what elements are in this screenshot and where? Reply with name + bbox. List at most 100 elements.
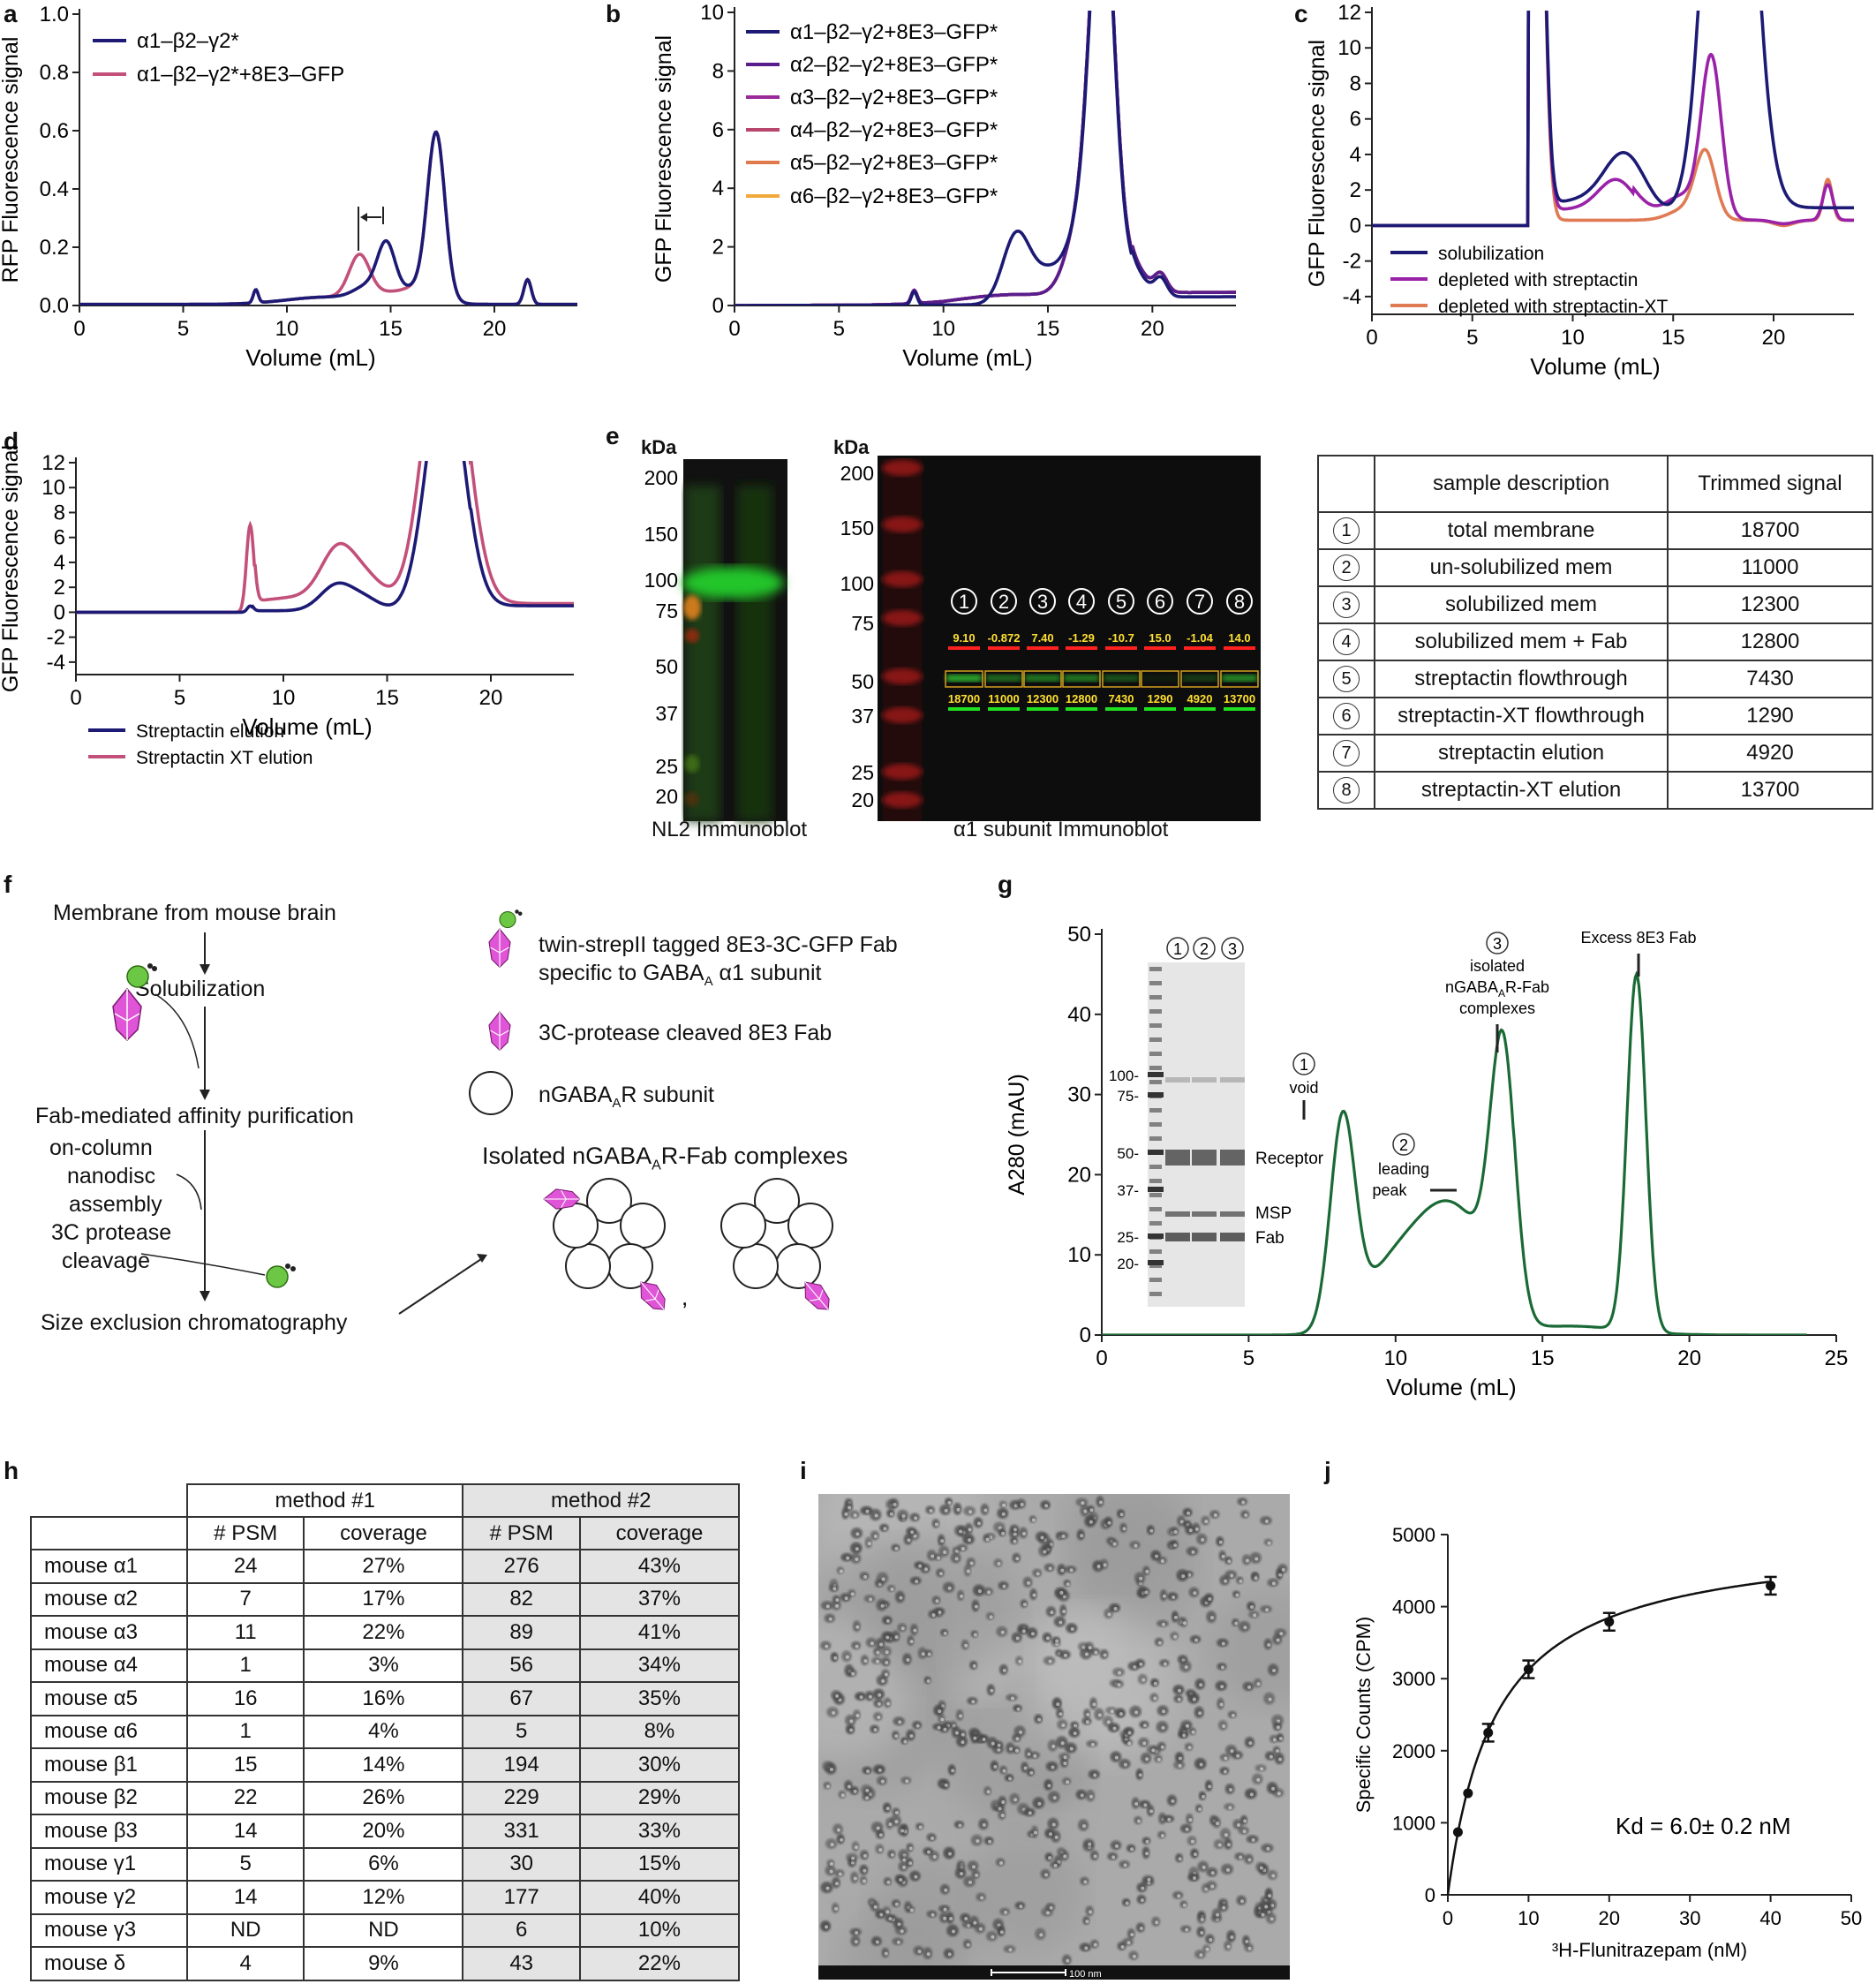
- marker-band: [1148, 1233, 1164, 1239]
- table-cell: 4920: [1667, 734, 1873, 773]
- em-particle-center: [1048, 1566, 1052, 1571]
- em-particle-center: [1201, 1538, 1205, 1543]
- em-particle-center: [853, 1789, 857, 1793]
- strep-tag: [515, 909, 519, 914]
- table-row: mouse β2 22 26% 229 29%: [30, 1780, 741, 1815]
- em-particle-center: [1163, 1662, 1167, 1666]
- x-tick-label: 20: [1141, 317, 1164, 341]
- y-tick-label: 6: [712, 118, 724, 142]
- em-particle-center: [1001, 1512, 1006, 1516]
- em-particle-center: [908, 1846, 913, 1851]
- shift-arrowhead: [360, 213, 367, 222]
- em-particle-center: [1134, 1802, 1139, 1807]
- table-row: mouse γ2 14 12% 177 40%: [30, 1880, 741, 1915]
- table-cell: 43%: [578, 1549, 741, 1584]
- em-particle-center: [898, 1720, 902, 1724]
- em-particle-center: [1185, 1724, 1189, 1728]
- em-particle-center: [878, 1768, 882, 1772]
- em-particle-center: [973, 1920, 977, 1925]
- roi-box: [1180, 670, 1219, 688]
- em-particle-center: [855, 1714, 860, 1718]
- em-particle-center: [1181, 1574, 1186, 1579]
- em-particle-center: [1089, 1508, 1094, 1513]
- roi-box: [1220, 670, 1259, 688]
- em-particle-center: [885, 1807, 890, 1811]
- em-particle-center: [885, 1910, 890, 1914]
- minor-band: [1165, 1077, 1190, 1083]
- legend-label: depleted with streptactin-XT: [1438, 297, 1668, 317]
- table-cell: 331: [462, 1814, 581, 1849]
- peak-label-isolated: isolated: [1470, 957, 1525, 975]
- em-particle-center: [1217, 1843, 1222, 1847]
- blank-cell: [30, 1516, 188, 1550]
- em-particle-center: [960, 1594, 964, 1598]
- x-tick-label: 25: [1825, 1347, 1849, 1370]
- gel-lane-circle: [1221, 937, 1244, 960]
- em-particle-center: [1061, 1724, 1066, 1728]
- em-particle-center: [1188, 1818, 1193, 1822]
- em-particle-center: [1141, 1678, 1146, 1682]
- em-particle-center: [1224, 1579, 1228, 1583]
- ladder-band: [1149, 1278, 1162, 1282]
- em-particle-center: [1118, 1671, 1122, 1675]
- table-cell: 229: [462, 1780, 581, 1815]
- em-particle-center: [840, 1793, 845, 1798]
- em-particle-center: [1123, 1863, 1127, 1867]
- x-tick-label: 0: [1443, 1907, 1453, 1929]
- marker-band: [1148, 1187, 1164, 1192]
- series-line-1: [1372, 11, 1854, 228]
- em-particle-center: [1202, 1865, 1206, 1869]
- em-particle-center: [991, 1741, 995, 1746]
- fab-lines: [490, 929, 509, 968]
- marker-band: [685, 755, 699, 773]
- gel-marker-label: 100-: [1109, 1067, 1139, 1084]
- ladder-band: [1149, 1080, 1162, 1084]
- table-cell: solubilized mem: [1374, 585, 1669, 624]
- em-particle-center: [899, 1878, 903, 1882]
- y-tick-label: 6: [1350, 108, 1361, 132]
- em-particle-center: [1096, 1564, 1101, 1568]
- alpha1-band: [1222, 675, 1257, 682]
- em-particle-center: [1122, 1527, 1126, 1531]
- em-particle-center: [1037, 1717, 1042, 1722]
- msp-band: [1220, 1211, 1245, 1217]
- em-particle-center: [839, 1569, 843, 1573]
- em-particle-center: [1051, 1822, 1056, 1827]
- em-particle-center: [1220, 1685, 1224, 1689]
- em-particle-center: [937, 1725, 941, 1730]
- em-particle-center: [1062, 1610, 1066, 1614]
- em-particle-center: [1192, 1697, 1196, 1701]
- x-tick-label: 5: [174, 686, 185, 710]
- em-particle-center: [1276, 1638, 1280, 1642]
- em-particle-center: [1112, 1726, 1117, 1731]
- ladder-band: [1149, 1052, 1162, 1056]
- lane-number: 3: [1037, 591, 1048, 613]
- em-particle-center: [850, 1860, 855, 1865]
- em-particle-center: [999, 1860, 1004, 1865]
- em-particle-center: [855, 1625, 860, 1629]
- em-particle-center: [1248, 1741, 1253, 1746]
- em-particle-center: [1177, 1894, 1181, 1898]
- em-particle-center: [1074, 1724, 1078, 1728]
- ladder-band: [1149, 1023, 1162, 1028]
- gfp-icon: [499, 910, 516, 929]
- em-particle-center: [1055, 1639, 1059, 1643]
- bg-value: -0.872: [988, 631, 1021, 645]
- em-particle-center: [944, 1783, 948, 1787]
- table-cell: 14: [185, 1880, 305, 1915]
- em-particle-center: [902, 1865, 907, 1869]
- em-particle-center: [1018, 1659, 1022, 1663]
- y-tick-label: 0: [712, 294, 724, 318]
- em-particle-center: [883, 1527, 887, 1531]
- em-particle-center: [1027, 1752, 1031, 1756]
- y-tick-label: 8: [712, 59, 724, 83]
- em-particle-center: [1123, 1762, 1127, 1767]
- em-particle-center: [993, 1764, 998, 1769]
- em-particle-center: [1145, 1569, 1149, 1573]
- em-particle-center: [840, 1837, 844, 1842]
- em-particle-center: [1230, 1749, 1234, 1754]
- ladder-band: [1149, 1136, 1162, 1141]
- em-particle-center: [1022, 1532, 1027, 1536]
- roi-box: [1023, 670, 1062, 688]
- pentamer-subunit: [787, 1203, 833, 1248]
